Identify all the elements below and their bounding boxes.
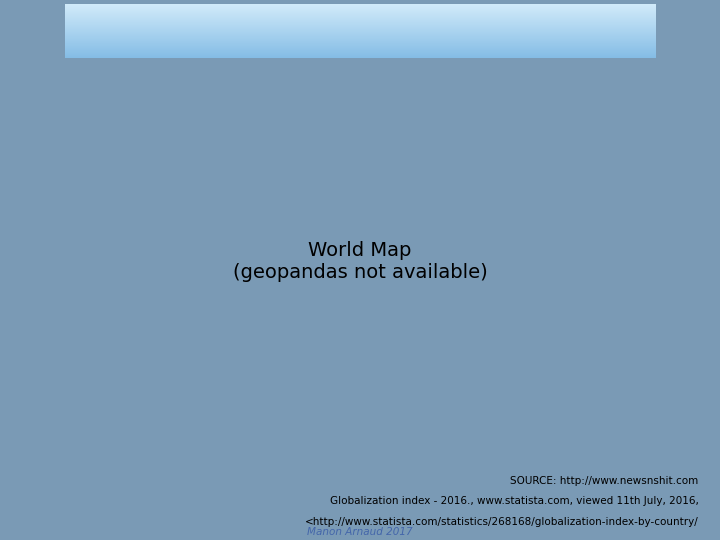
Text: INDICE DE MONDIALISATION 2016: INDICE DE MONDIALISATION 2016 bbox=[123, 18, 597, 42]
Text: <http://www.statista.com/statistics/268168/globalization-index-by-country/: <http://www.statista.com/statistics/2681… bbox=[305, 516, 698, 526]
Text: Manon Arnaud 2017: Manon Arnaud 2017 bbox=[307, 527, 413, 537]
Text: SOURCE: http://www.newsnshit.com: SOURCE: http://www.newsnshit.com bbox=[510, 476, 698, 486]
Text: Globalization index - 2016., www.statista.com, viewed 11th July, 2016,: Globalization index - 2016., www.statist… bbox=[330, 496, 698, 506]
Text: World Map
(geopandas not available): World Map (geopandas not available) bbox=[233, 241, 487, 282]
